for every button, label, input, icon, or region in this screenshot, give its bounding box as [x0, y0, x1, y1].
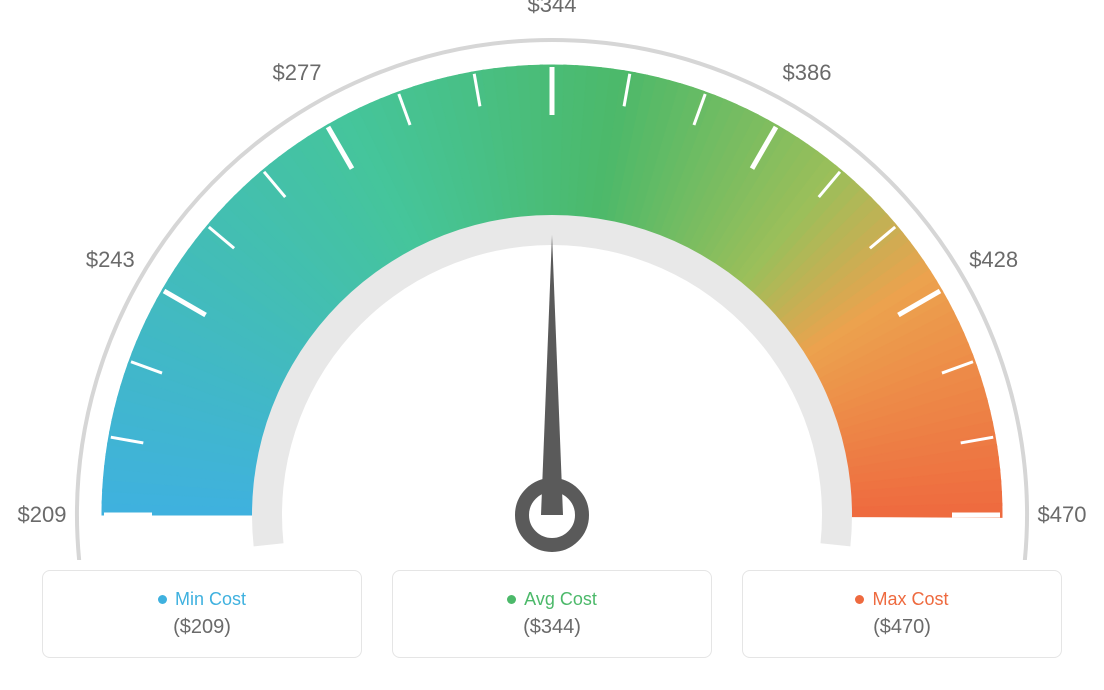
legend-value: ($470) [873, 616, 931, 639]
cost-gauge-chart: $209 $243 $277 $344 $386 $428 $470 [0, 0, 1104, 560]
legend-card-avg: Avg Cost ($344) [392, 570, 712, 658]
gauge-tick-label: $386 [783, 60, 832, 86]
gauge-tick-label: $277 [273, 60, 322, 86]
gauge-tick-label: $243 [86, 247, 135, 273]
legend-title-max: Max Cost [855, 589, 948, 610]
legend-card-min: Min Cost ($209) [42, 570, 362, 658]
gauge-svg [0, 0, 1104, 560]
legend-title-min: Min Cost [158, 589, 246, 610]
dot-icon [507, 595, 516, 604]
gauge-tick-label: $209 [18, 502, 67, 528]
legend-value: ($209) [173, 616, 231, 639]
legend-label: Max Cost [872, 589, 948, 610]
dot-icon [855, 595, 864, 604]
legend-value: ($344) [523, 616, 581, 639]
legend-card-max: Max Cost ($470) [742, 570, 1062, 658]
legend-label: Min Cost [175, 589, 246, 610]
gauge-tick-label: $344 [528, 0, 577, 18]
gauge-tick-label: $470 [1038, 502, 1087, 528]
legend-row: Min Cost ($209) Avg Cost ($344) Max Cost… [0, 560, 1104, 688]
legend-title-avg: Avg Cost [507, 589, 597, 610]
dot-icon [158, 595, 167, 604]
legend-label: Avg Cost [524, 589, 597, 610]
gauge-tick-label: $428 [969, 247, 1018, 273]
